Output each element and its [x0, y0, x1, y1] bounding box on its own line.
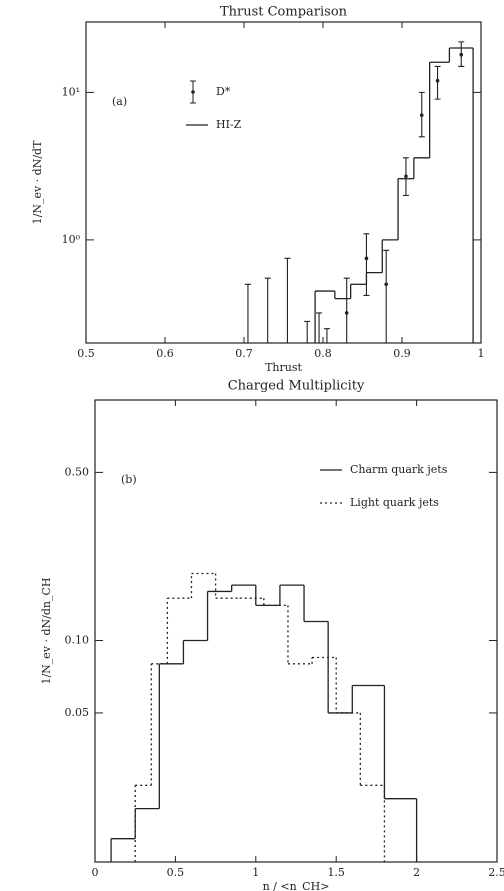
y-tick-label: 10⁰: [62, 233, 81, 246]
data-point: [435, 78, 440, 83]
y-tick-label: 10¹: [62, 85, 80, 98]
y-tick-label: 0.50: [65, 465, 90, 478]
error-bar: [304, 320, 311, 344]
y-axis-label: 1/N_ev · dN/dn_CH: [40, 577, 53, 684]
error-bar: [316, 312, 323, 344]
error-bar: [343, 277, 350, 344]
legend-label: Charm quark jets: [350, 463, 448, 476]
x-tick-label: 1: [252, 866, 259, 879]
data-point: [364, 256, 369, 261]
panel-label: (b): [121, 473, 137, 486]
error-bar: [323, 328, 330, 344]
error-bar: [284, 257, 291, 344]
error-bar: [363, 233, 370, 297]
legend-label: D*: [216, 85, 231, 98]
data-point: [459, 52, 464, 57]
x-tick-label: 2: [413, 866, 420, 879]
x-tick-label: 0.5: [77, 347, 95, 360]
x-tick-label: 1: [478, 347, 485, 360]
legend-swatch: [191, 90, 195, 94]
data-point: [404, 174, 408, 179]
y-tick-label: 0.10: [65, 634, 90, 647]
x-tick-label: 1.5: [327, 866, 345, 879]
x-tick-label: 0.6: [156, 347, 174, 360]
x-tick-label: 2.5: [488, 866, 504, 879]
x-tick-label: 0.5: [167, 866, 185, 879]
x-tick-label: 0.9: [393, 347, 411, 360]
data-point: [419, 113, 424, 118]
legend-label: HI-Z: [216, 118, 242, 131]
data-point: [344, 311, 349, 315]
plot-frame: [94, 399, 498, 863]
data-point: [384, 282, 389, 287]
legend-label: Light quark jets: [350, 496, 439, 509]
chart-title: Charged Multiplicity: [228, 379, 365, 394]
chart-title: Thrust Comparison: [220, 5, 348, 20]
x-axis-label: n / <n_CH>: [263, 880, 330, 891]
error-bar: [264, 277, 271, 344]
error-bar: [244, 283, 251, 344]
panel-label: (a): [112, 95, 127, 108]
x-tick-label: 0: [92, 866, 99, 879]
error-bar: [383, 249, 390, 344]
error-bar: [434, 65, 441, 100]
y-axis-label: 1/N_ev · dN/dT: [31, 140, 44, 224]
x-tick-label: 0.7: [235, 347, 253, 360]
plot-frame: [85, 21, 482, 344]
x-tick-label: 0.8: [314, 347, 332, 360]
x-axis-label: Thrust: [265, 361, 302, 374]
y-tick-label: 0.05: [65, 706, 90, 719]
